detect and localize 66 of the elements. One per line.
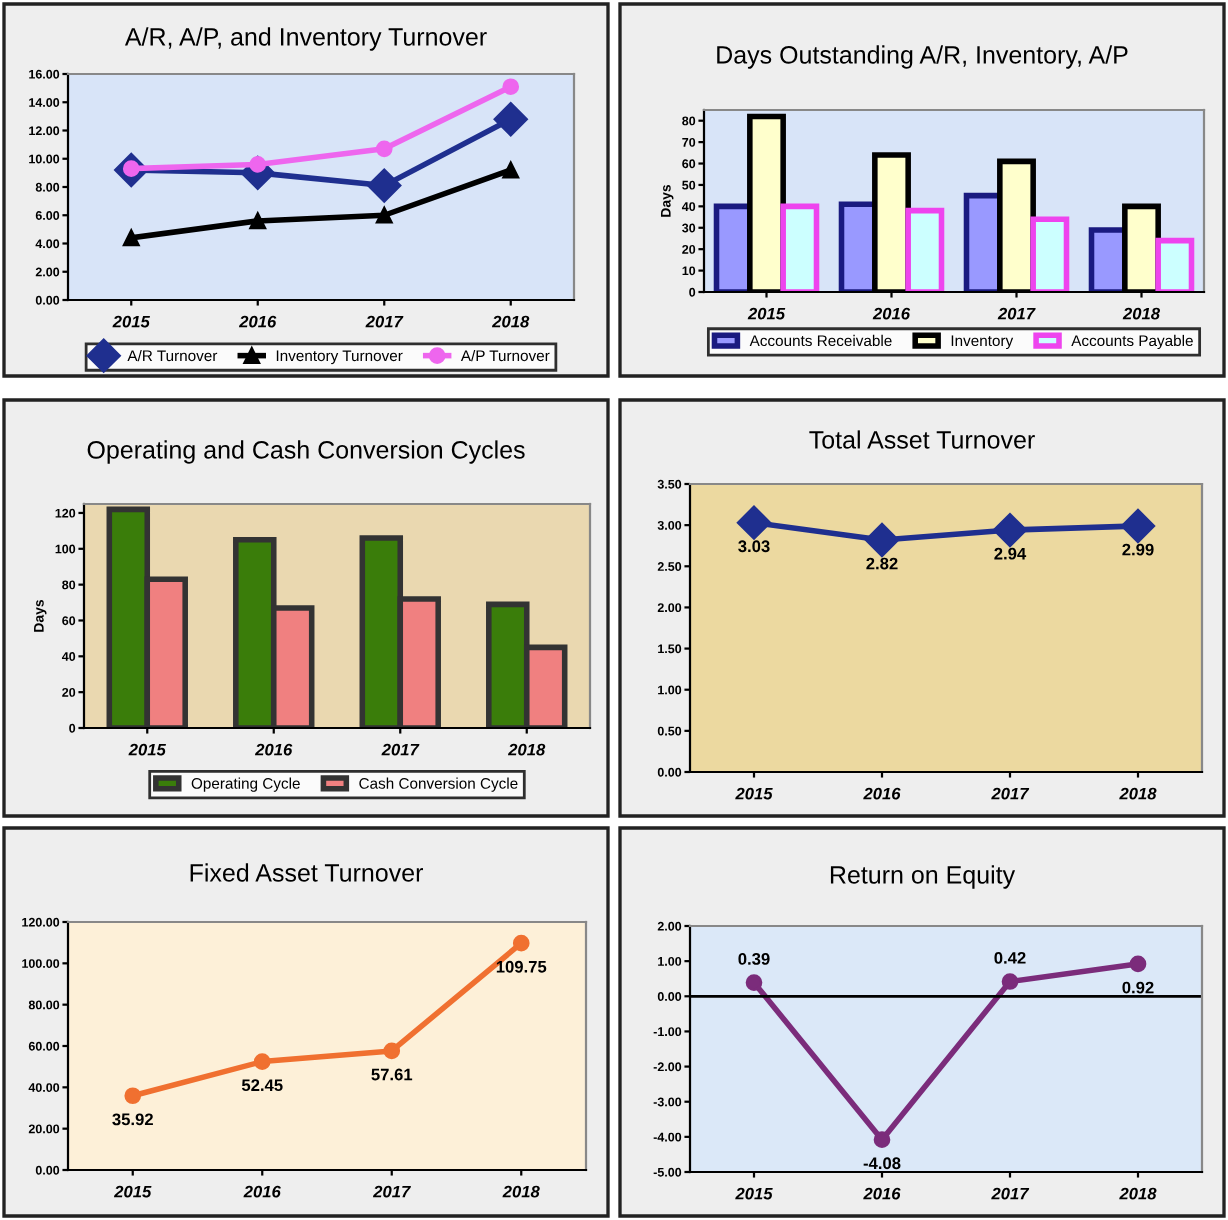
x-tick-label: 2016 (243, 1185, 281, 1198)
x-tick-label: 2016 (872, 307, 911, 320)
point (745, 974, 763, 991)
data-label: 109.75 (496, 960, 547, 973)
x-tick-label: 2015 (735, 1187, 773, 1200)
x-tick-label: 2015 (112, 315, 150, 328)
point (1001, 973, 1019, 990)
point (124, 1087, 142, 1105)
chart-title: Total Asset Turnover (809, 430, 1035, 449)
x-tick-label: 2016 (238, 315, 277, 328)
x-tick-label: 2018 (502, 1185, 540, 1198)
x-tick-label: 2016 (863, 787, 901, 800)
bar (780, 203, 820, 292)
data-label: 0.92 (1122, 981, 1154, 994)
data-label: 3.03 (738, 540, 770, 553)
x-tick-label: 2017 (372, 1185, 411, 1198)
bar (1030, 216, 1070, 292)
data-label: 52.45 (241, 1079, 283, 1092)
point (1129, 955, 1147, 973)
chart-title: A/R, A/P, and Inventory Turnover (124, 27, 487, 51)
data-label: 35.92 (112, 1113, 153, 1126)
point (502, 161, 520, 179)
x-tick-label: 2016 (863, 1187, 901, 1200)
x-tick-label: 2018 (491, 315, 530, 328)
x-tick-label: 2018 (1122, 307, 1161, 320)
point (992, 512, 1028, 548)
point (253, 1053, 271, 1070)
point (736, 505, 772, 540)
x-tick-label: 2015 (747, 307, 786, 320)
bar (905, 207, 945, 292)
data-label: 2.99 (1122, 543, 1154, 556)
x-tick-label: 2017 (991, 1187, 1030, 1200)
x-tick-label: 2017 (997, 307, 1036, 320)
chart-title: Fixed Asset Turnover (190, 863, 424, 882)
x-tick-label: 2017 (381, 743, 420, 756)
point (512, 934, 530, 952)
data-label: 0.42 (994, 951, 1026, 964)
data-label: 2.82 (866, 557, 898, 570)
point (367, 168, 402, 203)
x-tick-label: 2015 (113, 1185, 152, 1198)
x-tick-label: 2017 (991, 787, 1030, 800)
point (375, 140, 393, 158)
x-tick-label: 2015 (128, 743, 166, 756)
point (383, 1042, 401, 1060)
data-label: -4.08 (863, 1157, 901, 1170)
chart-title: Days Outstanding A/R, Inventory, A/P (717, 45, 1128, 69)
data-label: 57.61 (371, 1068, 413, 1081)
point (375, 206, 393, 224)
bar (1155, 237, 1195, 292)
point (1120, 508, 1156, 544)
x-tick-label: 2017 (365, 315, 404, 328)
point (502, 78, 520, 96)
x-tick-label: 2015 (735, 787, 773, 800)
x-tick-label: 2018 (1119, 1187, 1157, 1200)
chart-title: Operating and Cash Conversion Cycles (87, 440, 525, 464)
chart-title: Return on Equity (830, 865, 1016, 889)
x-tick-label: 2016 (254, 743, 293, 756)
point (122, 229, 140, 247)
point (493, 102, 528, 137)
point (873, 1131, 891, 1148)
x-tick-label: 2018 (507, 743, 546, 756)
data-label: 2.94 (994, 547, 1027, 560)
point (249, 212, 267, 230)
data-label: 0.39 (738, 953, 770, 965)
point (864, 522, 900, 558)
x-tick-label: 2018 (1119, 787, 1157, 800)
